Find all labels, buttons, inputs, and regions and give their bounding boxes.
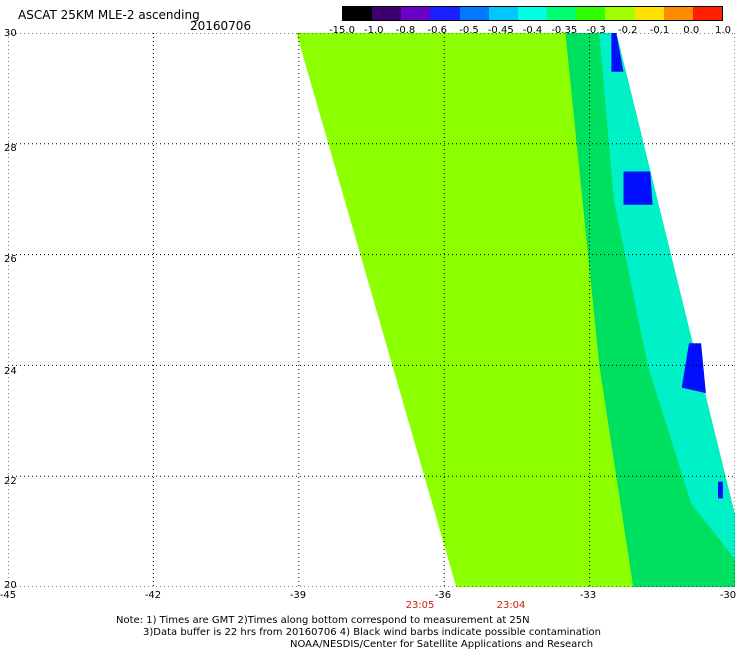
colorbar-label: -1.0 (363, 25, 384, 36)
colorbar-swatch (488, 7, 518, 20)
map-title: ASCAT 25KM MLE-2 ascending (18, 8, 200, 22)
colorbar-swatch (343, 7, 373, 20)
map-date: 20160706 (190, 19, 252, 33)
colorbar-label: -0.1 (649, 25, 670, 36)
swath-low-patch (718, 481, 723, 499)
colorbar-label: -0.8 (395, 25, 416, 36)
note-line-1: Note: 1) Times are GMT 2)Times along bot… (116, 615, 530, 626)
swath-fringe (599, 33, 735, 560)
lat-label-20: 20 (4, 580, 17, 591)
colorbar-swatch (459, 7, 489, 20)
wind-swath (296, 33, 735, 587)
note-line-2: 3)Data buffer is 22 hrs from 20160706 4)… (143, 627, 601, 638)
time-label-1: 23:05 (405, 600, 435, 611)
colorbar-label: 1.0 (715, 25, 731, 36)
colorbar-label: -15.0 (329, 25, 355, 36)
swath-low-patch (611, 33, 624, 72)
lon-label-33: -33 (579, 590, 597, 601)
colorbar-label: -0.5 (459, 25, 479, 36)
colorbar-label: -0.2 (617, 25, 638, 36)
colorbar-label: 0.0 (683, 25, 700, 36)
colorbar-label: -0.6 (427, 25, 448, 36)
colorbar-swatch (634, 7, 664, 20)
note-line-3: NOAA/NESDIS/Center for Satellite Applica… (290, 639, 594, 650)
colorbar-swatch (372, 7, 402, 20)
colorbar-swatch (517, 7, 548, 20)
colorbar-swatch (401, 7, 431, 20)
lat-label-30: 30 (4, 28, 17, 39)
map-plot (8, 33, 735, 587)
colorbar-swatch (692, 7, 723, 20)
colorbar-label: -0.3 (586, 25, 606, 36)
lon-label-42: -42 (144, 590, 162, 601)
colorbar-swatch (576, 7, 606, 20)
lon-label-30: -30 (719, 590, 737, 601)
lat-label-24: 24 (4, 366, 17, 377)
colorbar-swatch (663, 7, 693, 20)
colorbar-labels: -15.0 -1.0 -0.8 -0.6 -0.5 -0.45 -0.4 -0.35 -0.3-… (329, 25, 731, 38)
colorbar-label: -0.45 (487, 25, 514, 36)
colorbar-label: -0.35 (551, 25, 578, 36)
time-label-2: 23:04 (496, 600, 526, 611)
colorbar-swatch (547, 7, 577, 20)
colorbar-swatch (430, 7, 460, 20)
colorbar (342, 6, 723, 21)
grid-lines (8, 33, 735, 587)
lon-label-36: -36 (434, 590, 452, 601)
swath-low-patch (623, 171, 653, 205)
lon-label-39: -39 (289, 590, 307, 601)
colorbar-swatch (605, 7, 635, 20)
lat-label-26: 26 (4, 254, 17, 265)
lat-label-22: 22 (4, 476, 17, 487)
lat-label-28: 28 (4, 143, 17, 154)
colorbar-label: -0.4 (522, 25, 543, 36)
lon-label-45: -45 (0, 590, 17, 601)
swath-low-patch (681, 343, 706, 394)
